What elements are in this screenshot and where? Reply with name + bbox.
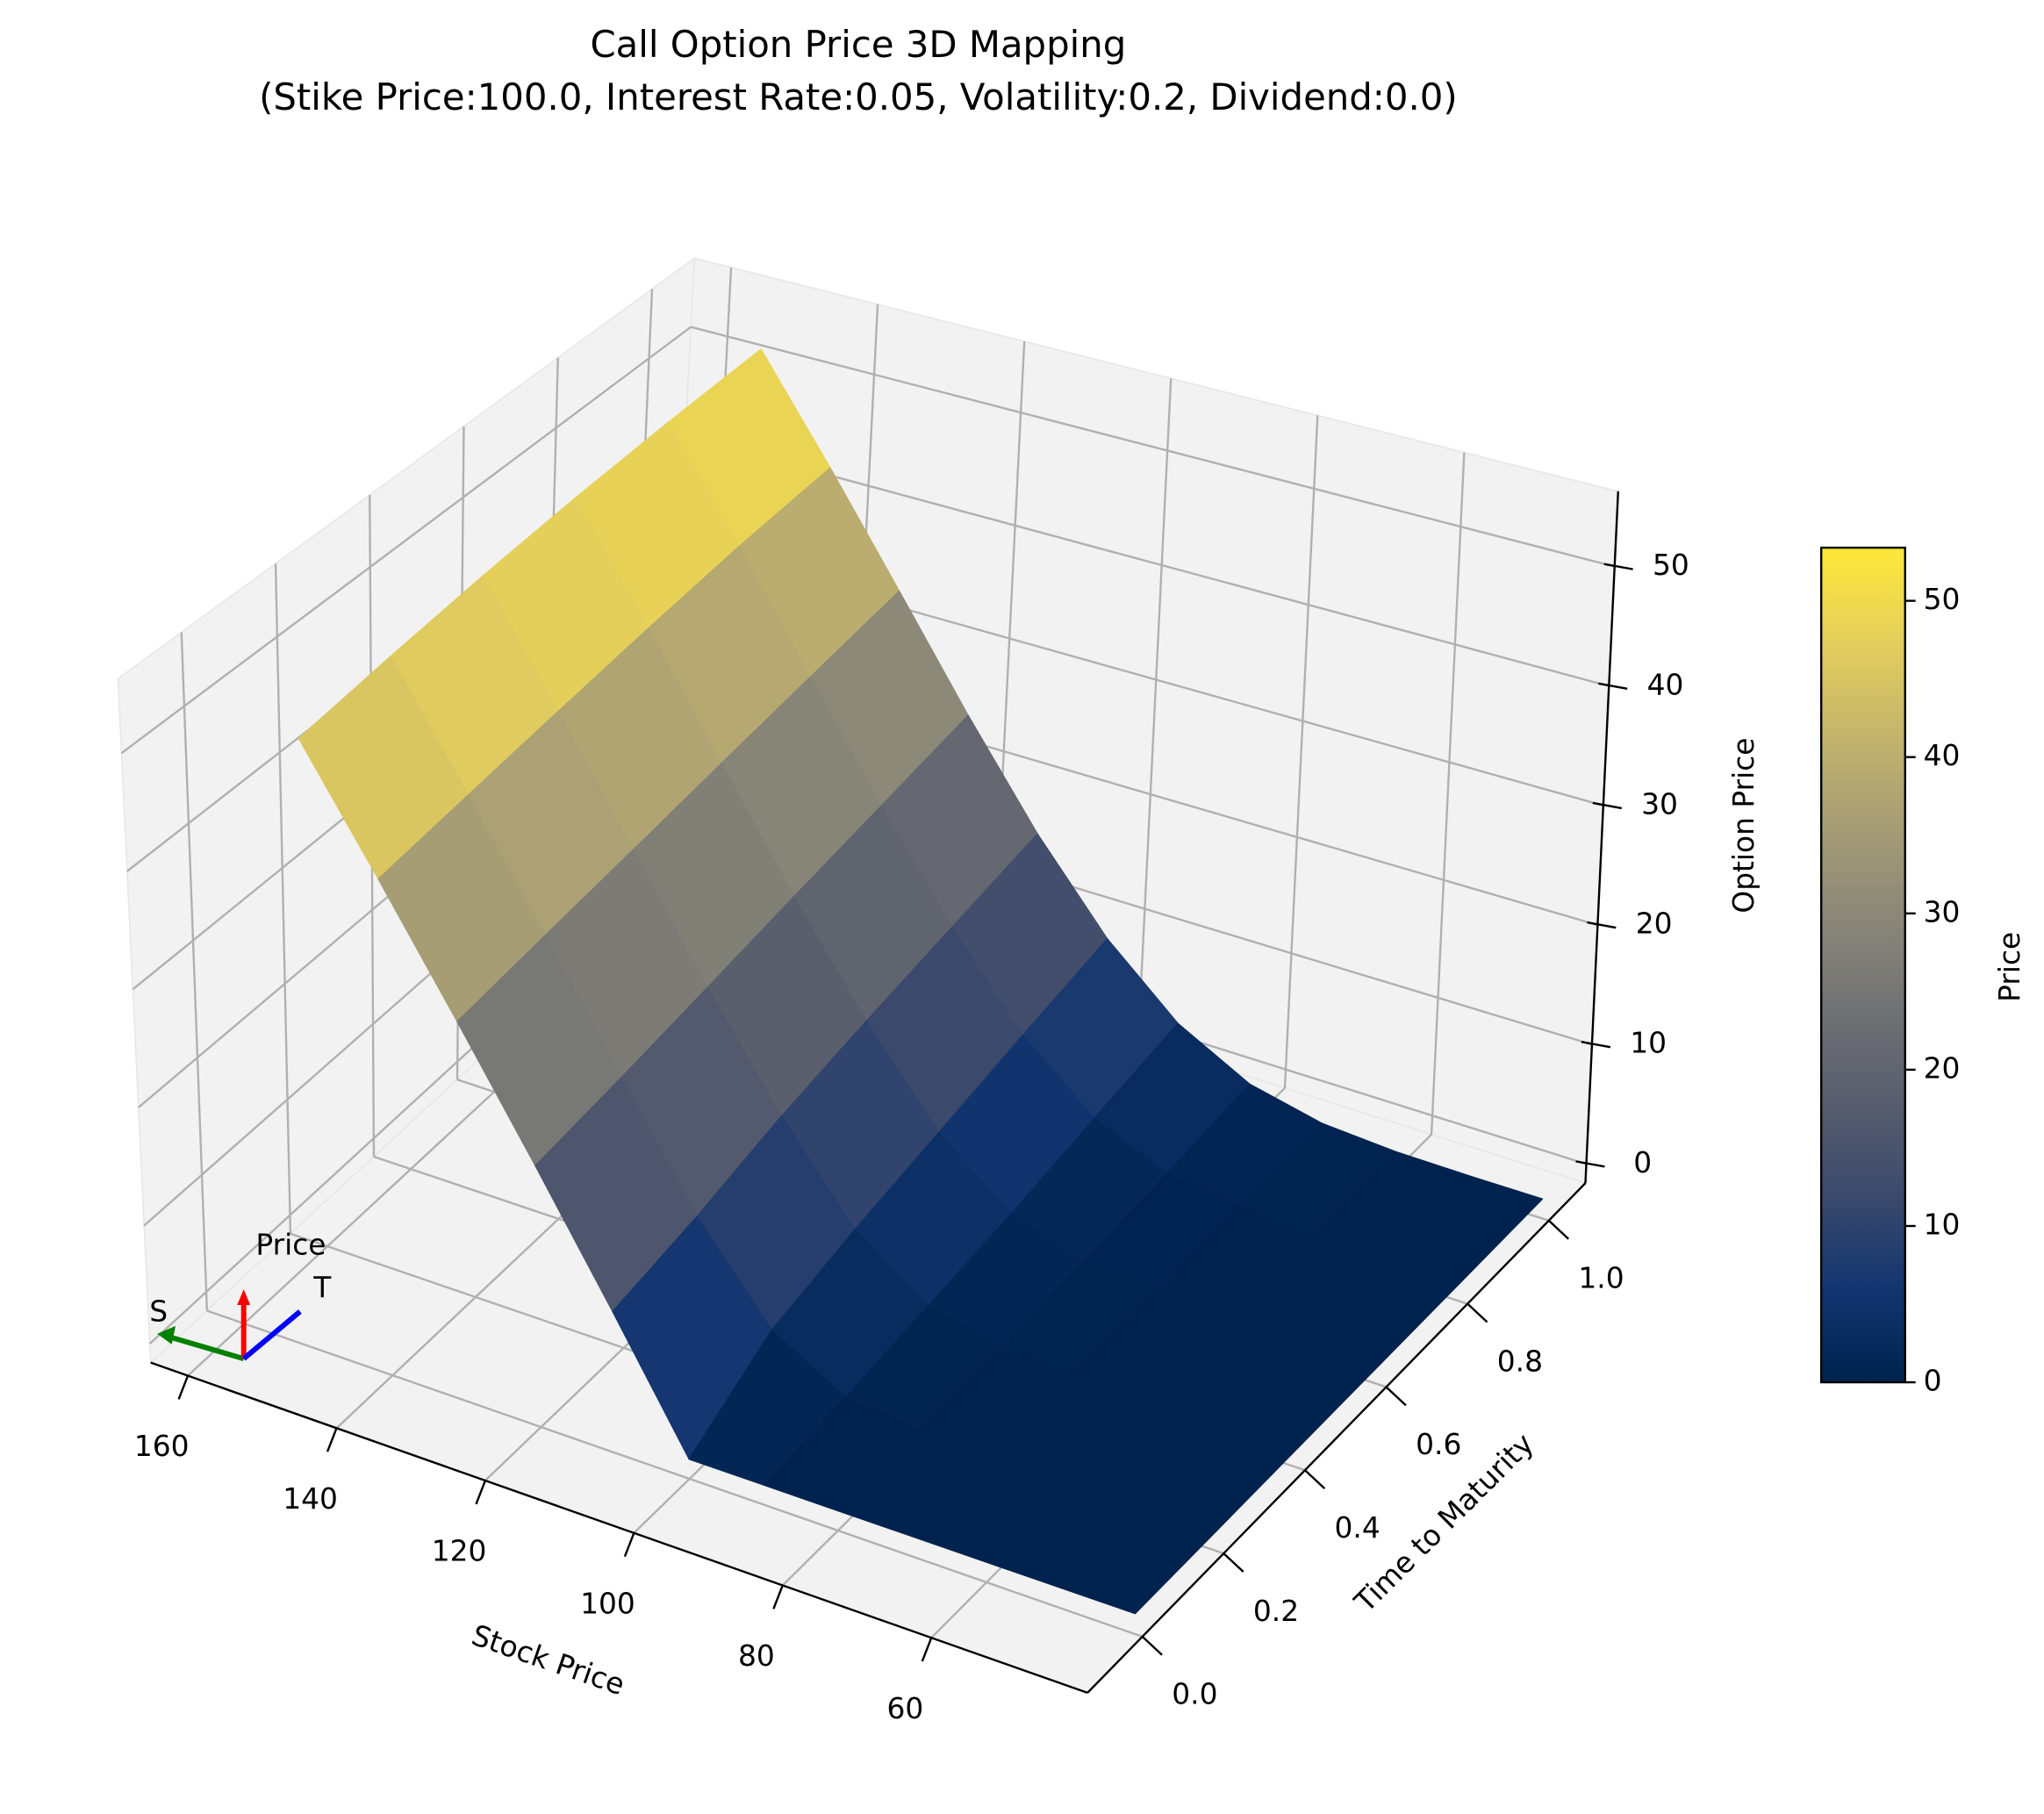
x-tick bbox=[177, 1375, 190, 1400]
z-tick bbox=[1587, 921, 1617, 929]
colorbar-tick-label: 50 bbox=[1924, 583, 1961, 616]
y-tick bbox=[1223, 1552, 1244, 1573]
grid-line bbox=[1283, 415, 1319, 1088]
z-tick bbox=[1592, 801, 1622, 810]
y-tick-label: 0.8 bbox=[1497, 1344, 1543, 1378]
colorbar-tick-label: 0 bbox=[1924, 1365, 1942, 1398]
x-tick bbox=[326, 1427, 338, 1452]
y-tick-label: 0.0 bbox=[1172, 1678, 1217, 1711]
x-tick-label: 160 bbox=[134, 1430, 190, 1463]
z-tick-label: 10 bbox=[1630, 1027, 1667, 1060]
grid-line bbox=[274, 563, 292, 1234]
colorbar: 0 10 20 30 40 50 Price bbox=[1820, 546, 2026, 1398]
x-tick bbox=[772, 1585, 784, 1610]
surface bbox=[298, 348, 1544, 1615]
colorbar-tick-label: 10 bbox=[1924, 1208, 1961, 1241]
t-arrow bbox=[241, 1309, 302, 1361]
x-tick-label: 120 bbox=[432, 1535, 487, 1568]
annotation: T bbox=[312, 1272, 332, 1305]
y-tick bbox=[1141, 1636, 1163, 1656]
surface-cell bbox=[1059, 1504, 1217, 1615]
y-tick bbox=[1467, 1302, 1488, 1323]
z-tick-label: 50 bbox=[1653, 549, 1689, 582]
x-tick-label: 140 bbox=[283, 1482, 338, 1516]
grid-line bbox=[206, 1309, 1144, 1638]
y-tick-label: 0.6 bbox=[1416, 1428, 1461, 1461]
chart-subtitle: (Stike Price:100.0, Interest Rate:0.05, … bbox=[259, 75, 1458, 118]
orientation-arrows: S Price T bbox=[149, 1228, 332, 1362]
colorbar-tick-label: 40 bbox=[1924, 739, 1961, 772]
x-tick-label: 60 bbox=[886, 1692, 923, 1725]
z-tick-label: 40 bbox=[1647, 668, 1684, 701]
annotation: S bbox=[149, 1294, 168, 1328]
y-tick-label: 1.0 bbox=[1578, 1261, 1624, 1294]
x-tick bbox=[921, 1637, 933, 1662]
y-tick bbox=[1547, 1219, 1569, 1240]
z-tick bbox=[1598, 682, 1628, 690]
grid-line bbox=[685, 434, 1610, 687]
y-tick-label: 0.4 bbox=[1335, 1511, 1381, 1545]
z-tick-label: 30 bbox=[1641, 787, 1678, 821]
z-tick-label: 0 bbox=[1633, 1146, 1652, 1179]
grid-line bbox=[690, 326, 1616, 568]
x-tick bbox=[475, 1480, 487, 1505]
y-tick bbox=[1385, 1386, 1407, 1407]
colorbar-tick-label: 30 bbox=[1924, 895, 1961, 929]
z-axis-label: Option Price bbox=[1727, 738, 1761, 914]
s-arrow-head bbox=[157, 1325, 176, 1344]
x-tick-label: 80 bbox=[738, 1639, 775, 1673]
chart-title: Call Option Price 3D Mapping bbox=[590, 23, 1126, 66]
colorbar-label: Price bbox=[1993, 932, 2026, 1002]
price-arrow-head bbox=[237, 1289, 251, 1305]
y-tick bbox=[1304, 1469, 1326, 1490]
grid-line bbox=[180, 632, 209, 1311]
x-tick bbox=[623, 1532, 635, 1558]
colorbar-tick-label: 20 bbox=[1924, 1051, 1961, 1085]
grid-line bbox=[120, 326, 692, 755]
z-axis-line bbox=[1584, 491, 1619, 1184]
colorbar-fill bbox=[1820, 546, 1906, 1384]
z-tick-label: 20 bbox=[1636, 907, 1673, 941]
grid-line bbox=[1137, 378, 1173, 1043]
y-axis-line bbox=[1087, 1182, 1587, 1694]
z-tick bbox=[1575, 1160, 1605, 1168]
y-tick-label: 0.2 bbox=[1253, 1595, 1299, 1628]
s-arrow bbox=[167, 1333, 245, 1362]
x-tick-label: 100 bbox=[580, 1587, 635, 1620]
grid-line bbox=[1430, 452, 1466, 1135]
annotation: Price bbox=[255, 1228, 326, 1261]
z-tick bbox=[1581, 1041, 1611, 1049]
z-tick bbox=[1603, 563, 1633, 570]
